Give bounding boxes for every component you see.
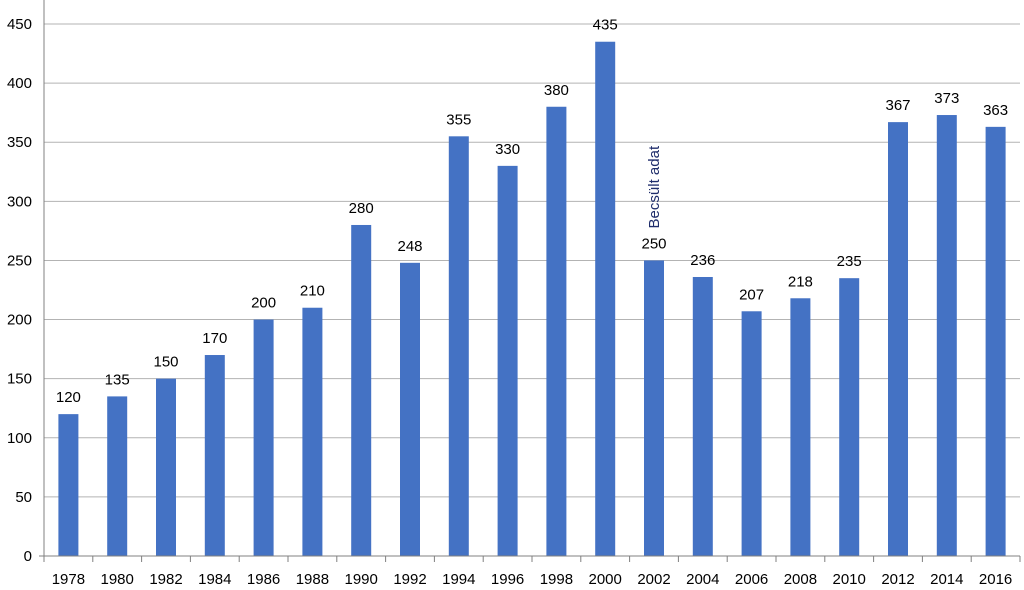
data-label-1984: 170 xyxy=(202,330,227,347)
data-label-2004: 236 xyxy=(690,252,715,269)
x-tick-label-1980: 1980 xyxy=(101,571,134,588)
y-tick-label-150: 150 xyxy=(7,371,32,388)
y-tick-label-300: 300 xyxy=(7,193,32,210)
x-tick-label-2010: 2010 xyxy=(833,571,866,588)
bar-1994 xyxy=(448,136,469,557)
data-label-1990: 280 xyxy=(349,200,374,217)
data-label-2002: 250 xyxy=(641,235,666,252)
bar-2002 xyxy=(644,260,664,556)
bar-1996 xyxy=(497,165,518,556)
bar-1998 xyxy=(546,106,567,556)
x-tick-label-1984: 1984 xyxy=(198,571,231,588)
data-label-1998: 380 xyxy=(544,82,569,99)
bar-2016 xyxy=(985,126,1006,556)
x-tick-label-2006: 2006 xyxy=(735,571,768,588)
bar-2004 xyxy=(692,276,713,556)
x-tick-label-1978: 1978 xyxy=(52,571,85,588)
bar-2000 xyxy=(595,41,616,556)
x-tick-label-1996: 1996 xyxy=(491,571,524,588)
bar-1980 xyxy=(107,396,128,556)
annotation-2002: Becsült adat xyxy=(646,145,663,228)
bar-1984 xyxy=(204,355,225,556)
x-tick-label-2002: 2002 xyxy=(637,571,670,588)
bar-2006 xyxy=(741,311,762,556)
x-tick-label-1986: 1986 xyxy=(247,571,280,588)
x-tick-label-2012: 2012 xyxy=(881,571,914,588)
gridlines xyxy=(44,23,1020,498)
bar-2014 xyxy=(936,115,957,556)
bar-2010 xyxy=(839,278,860,556)
x-tick-label-1994: 1994 xyxy=(442,571,475,588)
y-tick-label-350: 350 xyxy=(7,134,32,151)
y-tick-label-450: 450 xyxy=(7,16,32,33)
x-tick-label-1990: 1990 xyxy=(345,571,378,588)
x-tick-label-1992: 1992 xyxy=(393,571,426,588)
bar-2012 xyxy=(888,122,908,556)
data-label-1978: 120 xyxy=(56,389,81,406)
bar-1988 xyxy=(302,307,323,556)
x-tick-label-2014: 2014 xyxy=(930,571,963,588)
bar-1986 xyxy=(253,319,274,556)
y-tick-label-250: 250 xyxy=(7,252,32,269)
x-tick-label-2000: 2000 xyxy=(589,571,622,588)
x-tick-label-1982: 1982 xyxy=(149,571,182,588)
data-label-1986: 200 xyxy=(251,295,276,312)
y-tick-label-0: 0 xyxy=(24,548,32,565)
data-label-1988: 210 xyxy=(300,283,325,300)
data-label-1982: 150 xyxy=(153,354,178,371)
y-tick-label-50: 50 xyxy=(15,489,32,506)
bar-1992 xyxy=(400,262,420,556)
data-label-2008: 218 xyxy=(788,273,813,290)
data-label-1980: 135 xyxy=(105,371,130,388)
data-label-2006: 207 xyxy=(739,286,764,303)
data-label-1994: 355 xyxy=(446,111,471,128)
annotations: Becsült adat xyxy=(646,145,663,228)
y-tick-label-200: 200 xyxy=(7,312,32,329)
bars xyxy=(58,41,1006,557)
y-tick-label-400: 400 xyxy=(7,75,32,92)
data-label-2012: 367 xyxy=(885,97,910,114)
bar-1982 xyxy=(156,378,176,556)
data-labels: 120 135 150 170 200 210 280 248 355 330 380 435 250 2… xyxy=(56,17,1008,406)
data-label-2010: 235 xyxy=(837,253,862,270)
y-tick-label-100: 100 xyxy=(7,430,32,447)
data-label-2016: 363 xyxy=(983,102,1008,119)
data-label-2014: 373 xyxy=(934,90,959,107)
bar-1978 xyxy=(58,414,79,556)
x-tick-label-1988: 1988 xyxy=(296,571,329,588)
x-tick-label-1998: 1998 xyxy=(540,571,573,588)
data-label-2000: 435 xyxy=(593,17,618,34)
x-tick-label-2008: 2008 xyxy=(784,571,817,588)
data-label-1996: 330 xyxy=(495,141,520,158)
bar-2008 xyxy=(790,298,811,556)
x-tick-label-2004: 2004 xyxy=(686,571,719,588)
data-label-1992: 248 xyxy=(397,238,422,255)
bar-1990 xyxy=(351,224,372,556)
x-tick-label-2016: 2016 xyxy=(979,571,1012,588)
axes: 0 50 100 150 200 250 300 350 400 450 1978 1980 1982 1… xyxy=(7,0,1021,588)
